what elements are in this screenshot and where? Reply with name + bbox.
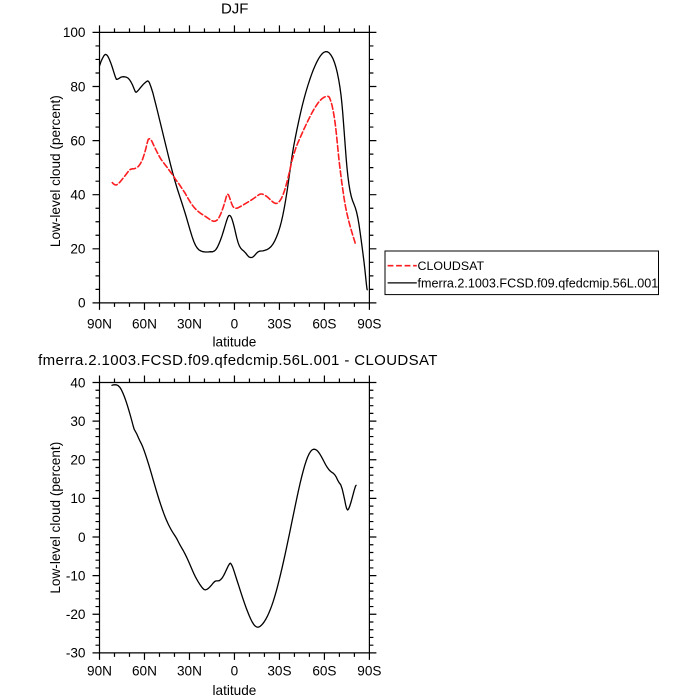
svg-text:60S: 60S [312, 663, 336, 678]
svg-text:90S: 90S [357, 663, 381, 678]
svg-text:fmerra.2.1003.FCSD.f09.qfedcmi: fmerra.2.1003.FCSD.f09.qfedcmip.56L.001 … [38, 352, 438, 369]
svg-text:30S: 30S [267, 316, 291, 331]
svg-text:-20: -20 [66, 607, 86, 622]
svg-text:60N: 60N [132, 663, 157, 678]
svg-text:Low-level cloud (percent): Low-level cloud (percent) [48, 442, 63, 594]
svg-text:fmerra.2.1003.FCSD.f09.qfedcmi: fmerra.2.1003.FCSD.f09.qfedcmip.56L.001 [418, 276, 659, 290]
svg-text:20: 20 [70, 242, 86, 257]
svg-text:60S: 60S [312, 316, 336, 331]
svg-text:0: 0 [78, 296, 86, 311]
svg-text:0: 0 [78, 530, 86, 545]
svg-text:60N: 60N [132, 316, 157, 331]
svg-text:10: 10 [70, 491, 86, 506]
svg-text:100: 100 [63, 25, 86, 40]
svg-text:90N: 90N [87, 316, 112, 331]
svg-text:30: 30 [70, 414, 86, 429]
svg-text:40: 40 [70, 188, 86, 203]
svg-text:90S: 90S [357, 316, 381, 331]
svg-text:CLOUDSAT: CLOUDSAT [418, 259, 485, 273]
svg-text:Low-level cloud (percent): Low-level cloud (percent) [48, 95, 63, 247]
svg-text:20: 20 [70, 453, 86, 468]
svg-text:DJF: DJF [221, 1, 249, 18]
svg-text:0: 0 [231, 663, 239, 678]
svg-text:90N: 90N [87, 663, 112, 678]
svg-text:-10: -10 [66, 568, 86, 583]
svg-text:60: 60 [70, 133, 86, 148]
svg-text:latitude: latitude [213, 335, 257, 350]
svg-text:30S: 30S [267, 663, 291, 678]
svg-text:0: 0 [231, 316, 239, 331]
svg-text:40: 40 [70, 375, 86, 390]
svg-text:30N: 30N [177, 316, 202, 331]
svg-text:30N: 30N [177, 663, 202, 678]
svg-text:-30: -30 [66, 646, 86, 661]
svg-text:latitude: latitude [213, 683, 257, 698]
svg-text:80: 80 [70, 79, 86, 94]
